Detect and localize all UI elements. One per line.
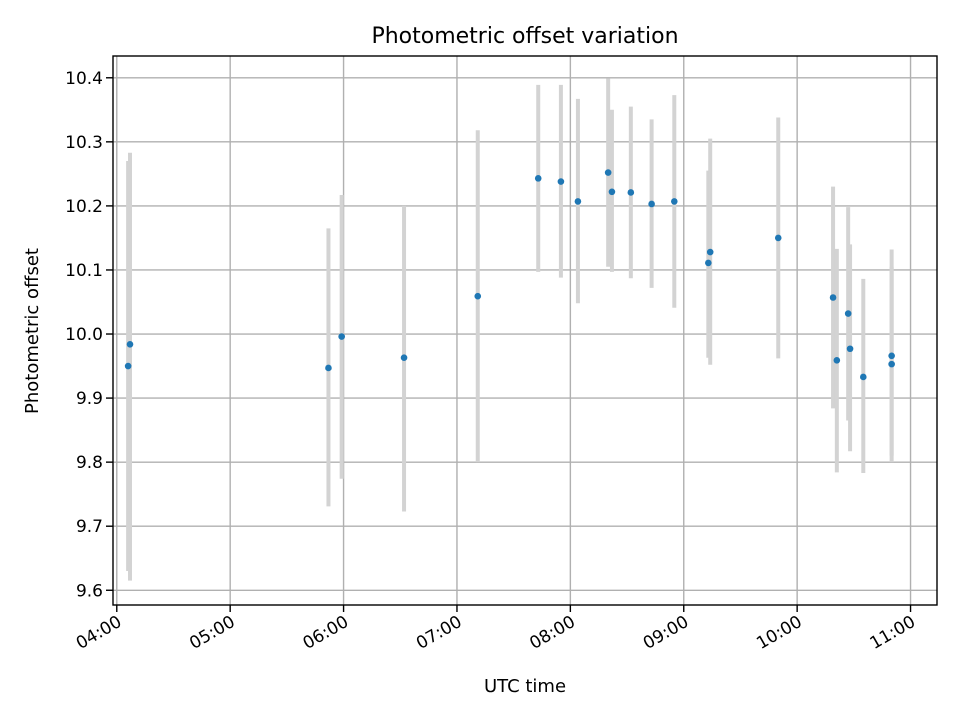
y-tick-label: 9.9 bbox=[76, 389, 103, 409]
data-point bbox=[604, 169, 612, 176]
x-tick-label: 05:00 bbox=[186, 612, 238, 654]
grid-lines bbox=[113, 56, 937, 605]
y-tick-label: 9.7 bbox=[76, 517, 103, 537]
data-point bbox=[774, 234, 782, 242]
data-point bbox=[338, 333, 345, 340]
y-axis-ticks: 9.6 9.7 9.8 9.9 10.0 10.1 10.2 10.3 10.4 bbox=[65, 69, 113, 601]
x-tick-label: 11:00 bbox=[867, 612, 919, 654]
data-point bbox=[400, 354, 408, 362]
x-tick-label: 04:00 bbox=[73, 612, 125, 654]
data-points bbox=[124, 169, 895, 381]
x-tick-label: 07:00 bbox=[413, 612, 465, 654]
data-point bbox=[829, 294, 837, 301]
data-point bbox=[627, 189, 635, 196]
data-point bbox=[706, 248, 714, 256]
y-tick-label: 10.2 bbox=[65, 197, 103, 217]
data-point bbox=[126, 340, 134, 348]
data-point bbox=[534, 175, 542, 182]
chart-title: Photometric offset variation bbox=[371, 24, 678, 49]
data-point bbox=[833, 356, 841, 364]
y-tick-label: 10.3 bbox=[65, 133, 103, 153]
data-point bbox=[705, 259, 712, 267]
data-point bbox=[859, 373, 867, 381]
x-tick-label: 10:00 bbox=[753, 612, 805, 654]
error-bars bbox=[126, 78, 894, 581]
x-tick-label: 08:00 bbox=[526, 612, 578, 654]
y-tick-label: 9.6 bbox=[76, 581, 103, 601]
x-axis-label: UTC time bbox=[484, 676, 566, 697]
data-point bbox=[888, 352, 895, 360]
data-point bbox=[671, 198, 678, 205]
data-point bbox=[124, 362, 132, 370]
data-point bbox=[574, 198, 582, 205]
data-point bbox=[608, 188, 616, 196]
data-point bbox=[846, 345, 854, 353]
y-axis-label: Photometric offset bbox=[22, 248, 43, 414]
y-tick-label: 10.4 bbox=[65, 69, 103, 89]
x-axis-ticks: 04:00 05:00 06:00 07:00 08:00 09:00 10:00 11:00 bbox=[73, 605, 919, 654]
data-point bbox=[557, 178, 565, 185]
data-point bbox=[844, 310, 852, 317]
data-point bbox=[325, 364, 332, 372]
x-tick-label: 06:00 bbox=[300, 612, 352, 654]
plot-frame bbox=[112, 55, 938, 606]
y-tick-label: 9.8 bbox=[76, 453, 103, 473]
x-tick-label: 09:00 bbox=[640, 612, 692, 654]
data-point bbox=[648, 200, 655, 208]
y-tick-label: 10.1 bbox=[65, 261, 103, 281]
data-point bbox=[888, 360, 895, 368]
data-point bbox=[474, 292, 482, 300]
y-tick-label: 10.0 bbox=[65, 325, 103, 345]
